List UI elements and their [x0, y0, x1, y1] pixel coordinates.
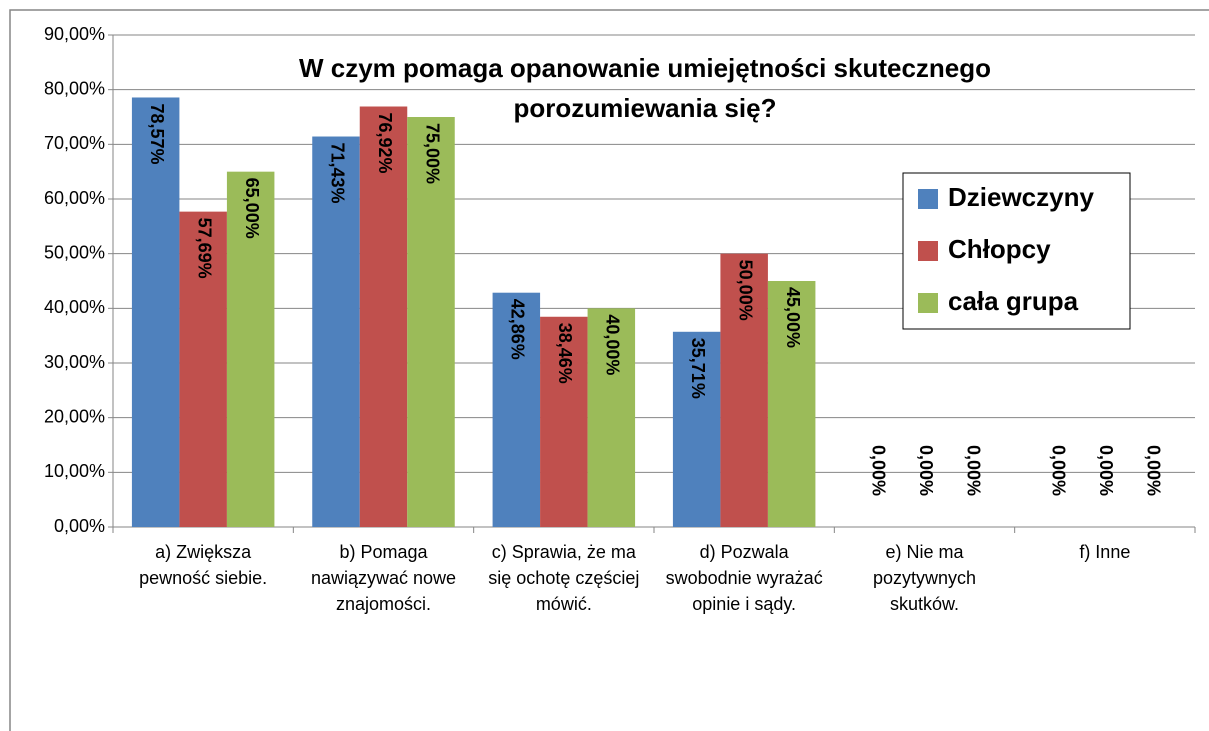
- data-label: 0,00%: [868, 445, 888, 496]
- legend-swatch: [918, 189, 938, 209]
- y-tick-label: 0,00%: [54, 516, 105, 536]
- bar: [492, 292, 541, 527]
- data-label: 78,57%: [147, 103, 167, 164]
- data-label: 0,00%: [916, 445, 936, 496]
- data-label: 38,46%: [555, 323, 575, 384]
- y-tick-label: 70,00%: [44, 133, 105, 153]
- y-tick-label: 20,00%: [44, 406, 105, 426]
- y-tick-label: 50,00%: [44, 242, 105, 262]
- data-label: 50,00%: [735, 260, 755, 321]
- bar: [767, 281, 816, 527]
- data-label: 35,71%: [688, 338, 708, 399]
- bar: [587, 308, 636, 527]
- data-label: 75,00%: [422, 123, 442, 184]
- chart-title: W czym pomaga opanowanie umiejętności sk…: [298, 53, 992, 123]
- y-tick-label: 80,00%: [44, 78, 105, 98]
- data-label: 42,86%: [508, 299, 528, 360]
- y-tick-label: 40,00%: [44, 297, 105, 317]
- bar: [359, 106, 408, 527]
- y-tick-label: 60,00%: [44, 188, 105, 208]
- x-tick-label: e) Nie ma pozytywnych skutków.: [872, 542, 977, 614]
- data-label: 40,00%: [603, 314, 623, 375]
- x-tick-label: f) Inne: [1079, 542, 1131, 562]
- y-tick-label: 30,00%: [44, 352, 105, 372]
- bar: [407, 117, 455, 527]
- data-label: 0,00%: [1096, 445, 1116, 496]
- x-tick-label: b) Pomaga nawiązywać nowe znajomości.: [310, 542, 457, 614]
- data-label: 76,92%: [375, 113, 395, 174]
- legend-label: Chłopcy: [948, 234, 1051, 264]
- y-tick-label: 10,00%: [44, 461, 105, 481]
- data-label: 57,69%: [194, 218, 214, 279]
- bar: [312, 136, 360, 528]
- x-tick-label: d) Pozwala swobodnie wyrażać opinie i są…: [665, 542, 823, 614]
- bar: [179, 211, 227, 528]
- data-label: 45,00%: [783, 287, 803, 348]
- x-tick-label: a) Zwiększa pewność siebie.: [139, 542, 268, 588]
- legend-swatch: [918, 293, 938, 313]
- bar: [672, 331, 721, 527]
- bar: [131, 97, 180, 527]
- data-label: 71,43%: [327, 143, 347, 204]
- x-tick-label: c) Sprawia, że ma się ochotę częściej mó…: [488, 542, 640, 614]
- data-label: 65,00%: [242, 178, 262, 239]
- legend-box: [902, 172, 1131, 330]
- bar: [720, 253, 768, 527]
- legend-swatch: [918, 241, 938, 261]
- data-label: 0,00%: [1144, 445, 1164, 496]
- y-tick-label: 90,00%: [44, 24, 105, 44]
- bar: [540, 316, 588, 527]
- legend-label: cała grupa: [948, 286, 1079, 316]
- data-label: 0,00%: [1049, 445, 1069, 496]
- bar: [226, 171, 275, 527]
- data-label: 0,00%: [963, 445, 983, 496]
- chart-border: [9, 9, 1209, 731]
- legend-label: Dziewczyny: [948, 182, 1094, 212]
